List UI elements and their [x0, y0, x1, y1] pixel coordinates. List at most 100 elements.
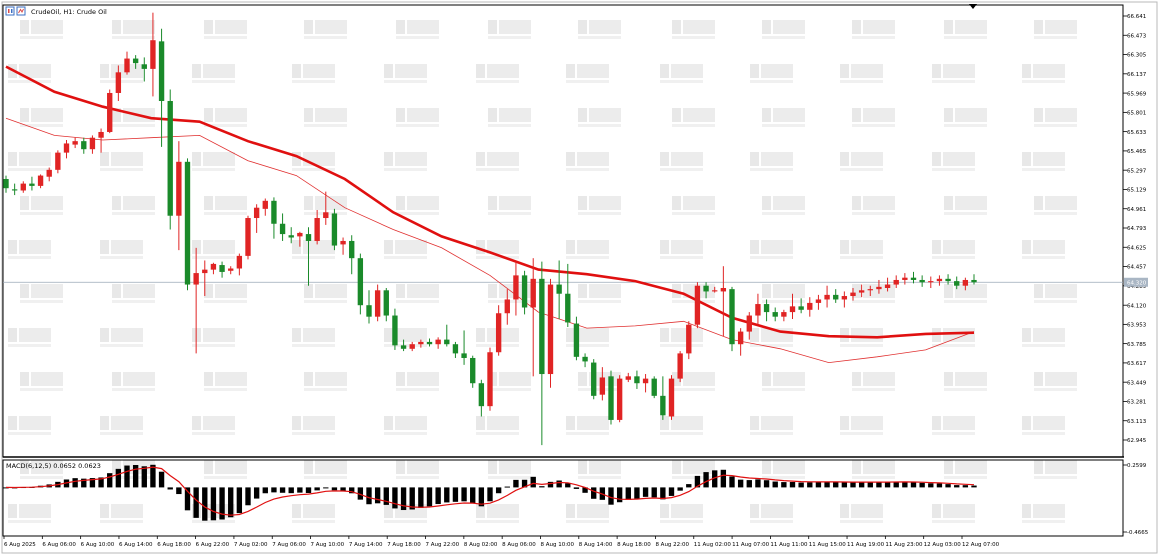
watermark: [476, 416, 519, 435]
candle: [668, 375, 675, 420]
watermark: [660, 240, 703, 259]
candle: [971, 274, 977, 285]
watermark: [660, 416, 703, 435]
time-tick-label: 12 Aug 03:00: [924, 542, 962, 548]
macd-bar: [936, 483, 943, 488]
fast-moving-average: [5, 117, 975, 364]
watermark: [396, 108, 439, 127]
candle: [504, 289, 510, 325]
watermark: [112, 284, 155, 303]
macd-bar: [305, 487, 312, 493]
watermark: [840, 504, 883, 523]
macd-bar: [720, 469, 727, 488]
candle: [37, 174, 44, 189]
candle: [349, 235, 355, 275]
watermark: [204, 460, 247, 479]
macd-bar: [72, 478, 78, 488]
price-tick-label: 64.120: [1127, 303, 1147, 309]
watermark: [292, 416, 335, 435]
candle: [686, 321, 692, 360]
chart-mode-icon[interactable]: [5, 6, 15, 16]
macd-bar: [461, 487, 467, 502]
candle: [11, 183, 18, 196]
candle: [20, 181, 26, 193]
price-tick-label: 65.297: [1127, 168, 1147, 174]
watermark: [192, 328, 235, 347]
time-axis[interactable]: 6 Aug 2025 6 Aug 06:00 6 Aug 10:00 6 Aug 14…: [3, 536, 1000, 548]
watermark: [304, 372, 347, 391]
watermark: [566, 504, 609, 523]
macd-bar: [919, 482, 925, 488]
macd-bar: [115, 468, 122, 488]
macd-bar: [962, 485, 969, 488]
watermark: [8, 328, 51, 347]
watermark: [8, 240, 51, 259]
watermark: [932, 416, 975, 435]
candle: [945, 274, 951, 285]
watermark: [578, 196, 621, 215]
watermark: [476, 240, 519, 259]
macd-panel[interactable]: [2, 459, 1124, 537]
macd-bar: [184, 487, 191, 511]
candle: [936, 275, 943, 286]
candle: [418, 339, 424, 348]
watermark: [1022, 504, 1065, 523]
candle: [582, 353, 588, 368]
watermark: [292, 152, 335, 171]
watermark: [1022, 240, 1065, 259]
macd-bar: [176, 487, 182, 495]
macd-bar: [245, 487, 251, 506]
candle: [642, 374, 649, 393]
slow-moving-average: [5, 65, 975, 339]
watermark: [1022, 328, 1065, 347]
watermark: [578, 460, 621, 479]
macd-bar: [772, 481, 778, 488]
candles: [3, 12, 977, 446]
watermark: [112, 372, 155, 391]
macd-bar: [349, 487, 355, 494]
price-tick-label: 62.945: [1127, 438, 1147, 444]
watermark: [1034, 372, 1077, 391]
macd-bar: [81, 478, 87, 488]
candle: [279, 213, 286, 241]
watermark: [1022, 152, 1065, 171]
candle: [867, 285, 873, 297]
candle: [444, 324, 450, 347]
macd-bar: [945, 484, 951, 488]
macd-bar: [798, 482, 804, 488]
macd-bar: [971, 485, 977, 488]
candle: [176, 141, 182, 251]
candle: [772, 307, 778, 322]
watermark: [384, 240, 427, 259]
time-tick-label: 6 Aug 14:00: [119, 542, 153, 548]
macd-bar: [444, 487, 450, 503]
watermark: [396, 372, 439, 391]
macd-bar: [625, 487, 631, 500]
macd-bar: [132, 465, 139, 488]
macd-bar: [547, 481, 554, 488]
candle: [616, 375, 623, 423]
candle: [132, 55, 139, 69]
price-axis[interactable]: 66.641 66.473 66.305 66.137 65.969 65.801 65.6…: [1123, 14, 1148, 444]
macd-bar: [668, 487, 675, 496]
last-price-badge: [1124, 277, 1148, 287]
macd-bar: [573, 487, 580, 489]
macd-bar: [141, 466, 147, 488]
price-tick-label: 65.465: [1127, 149, 1147, 155]
watermark: [304, 108, 347, 127]
price-tick-label: 66.305: [1127, 53, 1147, 59]
watermark: [488, 372, 531, 391]
watermark: [20, 108, 63, 127]
candle: [193, 247, 199, 354]
macd-bar: [763, 480, 770, 488]
watermark: [762, 196, 805, 215]
macd-bar: [712, 470, 718, 488]
watermark: [396, 20, 439, 39]
candle: [107, 89, 113, 134]
watermark: [566, 416, 609, 435]
shift-marker-icon[interactable]: [969, 4, 977, 9]
price-panel[interactable]: [2, 4, 1124, 458]
candle: [158, 28, 165, 147]
watermark: [660, 328, 703, 347]
watermark: [944, 372, 987, 391]
